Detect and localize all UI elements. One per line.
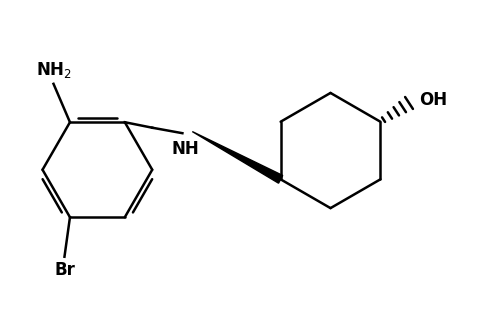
Text: Br: Br <box>54 261 75 279</box>
Text: NH$_2$: NH$_2$ <box>36 60 72 80</box>
Text: OH: OH <box>419 91 447 109</box>
Text: NH: NH <box>171 140 199 158</box>
Polygon shape <box>192 131 283 183</box>
